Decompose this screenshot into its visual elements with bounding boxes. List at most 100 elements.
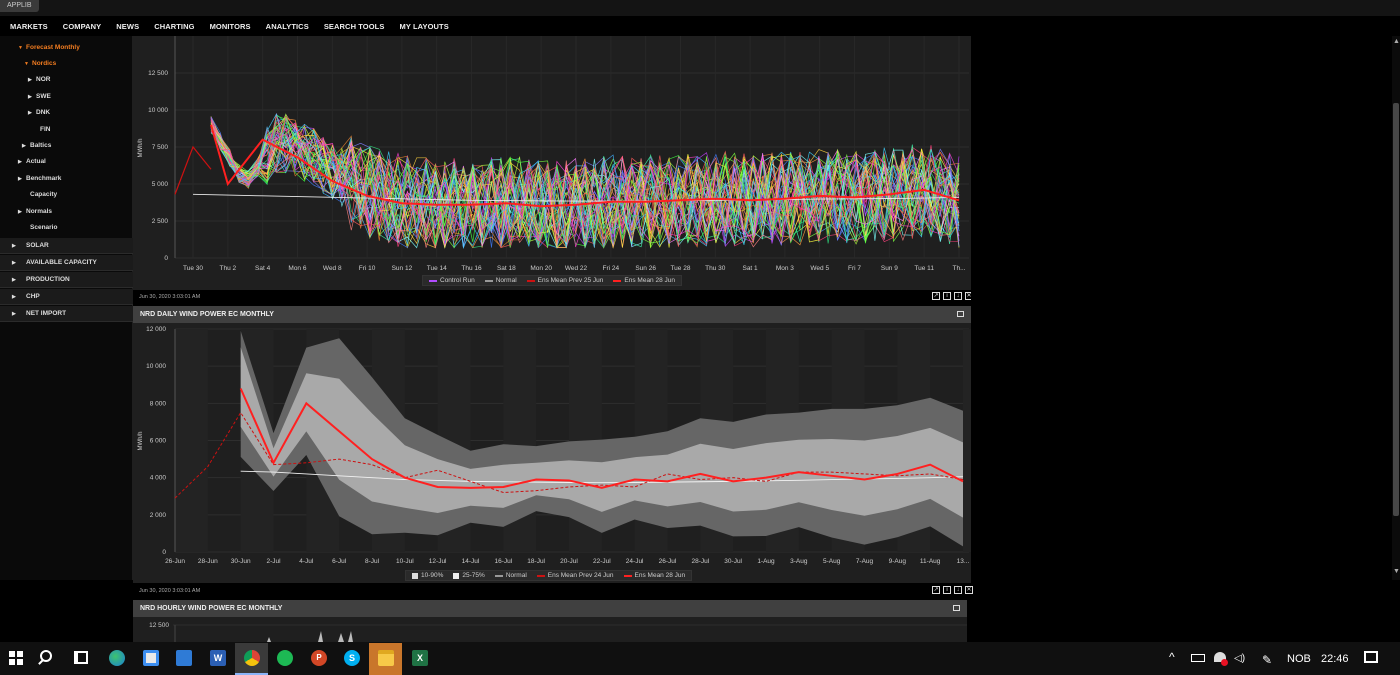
notifications-icon[interactable] <box>1364 651 1378 663</box>
legend-line-icon <box>429 279 437 282</box>
tree-item-baltics[interactable]: ▶ Baltics <box>22 142 51 149</box>
menu-charting[interactable]: CHARTING <box>154 21 195 31</box>
search-icon[interactable] <box>40 650 52 662</box>
chevron-right-icon: ▶ <box>12 243 16 249</box>
section-production[interactable]: ▶ PRODUCTION <box>0 272 133 288</box>
word-icon[interactable]: W <box>210 650 226 666</box>
section-available-capacity[interactable]: ▶ AVAILABLE CAPACITY <box>0 255 133 271</box>
ensemble-member-line <box>210 122 960 248</box>
section-net-import[interactable]: ▶ NET IMPORT <box>0 306 133 322</box>
tree-item-nor[interactable]: ▶ NOR <box>28 76 50 83</box>
section-solar[interactable]: ▶ SOLAR <box>0 238 133 254</box>
y-tick-label: 4 000 <box>150 475 167 482</box>
volume-icon[interactable]: ◁) <box>1234 653 1246 664</box>
tree-item-actual[interactable]: ▶ Actual <box>18 158 46 165</box>
menu-search-tools[interactable]: SEARCH TOOLS <box>323 21 385 31</box>
spotify-icon[interactable] <box>277 650 293 666</box>
scroll-down-icon[interactable]: ▼ <box>1393 568 1400 575</box>
pen-icon[interactable]: ✎ <box>1262 653 1273 667</box>
x-tick-label: Fri 24 <box>603 265 620 272</box>
taskbar <box>0 642 1400 675</box>
download-icon[interactable]: ↓ <box>954 292 962 300</box>
x-tick-label: Sun 9 <box>881 265 898 272</box>
legend-entry[interactable]: Ens Mean 28 Jun <box>613 277 675 284</box>
x-tick-label: 1-Aug <box>757 558 775 565</box>
download-icon[interactable]: ↓ <box>954 586 962 594</box>
tree-item-forecast-monthly[interactable]: ▼ Forecast Monthly <box>18 44 80 51</box>
x-tick-label: 20-Jul <box>560 558 578 565</box>
tree-item-swe[interactable]: ▶ SWE <box>28 93 51 100</box>
powerpoint-icon[interactable]: P <box>311 650 327 666</box>
tree-item-nordics[interactable]: ▼ Nordics <box>24 60 56 67</box>
info-icon[interactable]: i <box>943 586 951 594</box>
legend-line-icon <box>613 279 622 282</box>
section-chp[interactable]: ▶ CHP <box>0 289 133 305</box>
tree-item-label: Nordics <box>32 60 57 67</box>
legend-label: Normal <box>495 277 517 284</box>
clock[interactable]: 22:46 <box>1321 653 1349 665</box>
legend-entry[interactable]: 10-90% <box>412 572 443 579</box>
legend-entry[interactable]: Normal <box>484 277 517 284</box>
popout-icon[interactable]: ↗ <box>932 292 940 300</box>
tree-item-capacity[interactable]: Capacity <box>22 191 57 198</box>
menu-company[interactable]: COMPANY <box>62 21 102 31</box>
menu-analytics[interactable]: ANALYTICS <box>265 21 309 31</box>
legend-entry[interactable]: Ens Mean Prev 24 Jun <box>536 572 614 579</box>
ens-mean-prev-line <box>174 411 964 499</box>
restore-icon[interactable] <box>953 605 960 611</box>
chart-panel-1: 0 2 500 5 000 7 500 10 000 12 500 MWh/h Tue 30 T… <box>133 36 971 290</box>
legend-label: Ens Mean Prev 24 Jun <box>547 572 614 579</box>
chart-1-legend: Control Run Normal Ens Mean Prev 25 Jun Ens… <box>422 275 682 286</box>
store-icon[interactable] <box>143 650 159 666</box>
x-tick-label: 30-Jun <box>231 558 251 565</box>
skype-icon[interactable]: S <box>344 650 360 666</box>
excel-icon[interactable]: X <box>412 650 428 666</box>
restore-icon[interactable] <box>957 311 964 317</box>
legend-entry[interactable]: Ens Mean 28 Jun <box>623 572 685 579</box>
x-tick-label: Tue 11 <box>914 265 934 272</box>
x-tick-label: 7-Aug <box>856 558 874 565</box>
x-tick-label: 14-Jul <box>462 558 480 565</box>
app-tab[interactable]: APPLIB <box>0 0 39 12</box>
network-icon[interactable] <box>1214 652 1226 662</box>
menu-my-layouts[interactable]: MY LAYOUTS <box>399 21 449 31</box>
scroll-up-icon[interactable]: ▲ <box>1393 38 1400 45</box>
language-indicator[interactable]: NOB <box>1287 653 1311 665</box>
close-icon[interactable]: ✕ <box>965 586 973 594</box>
chevron-down-icon: ▼ <box>24 61 29 67</box>
chrome-icon[interactable] <box>244 650 260 666</box>
file-explorer-icon[interactable] <box>378 650 394 666</box>
sidebar: ▼ Forecast Monthly ▼ Nordics ▶ NOR ▶ SWE ▶ DNK FIN… <box>0 36 133 580</box>
legend-entry[interactable]: Ens Mean Prev 25 Jun <box>526 277 603 284</box>
legend-entry[interactable]: Control Run <box>429 277 475 284</box>
legend-label: Control Run <box>440 277 475 284</box>
menu-monitors[interactable]: MONITORS <box>209 21 251 31</box>
legend-marker-icon <box>623 574 632 577</box>
edge-icon[interactable] <box>109 650 125 666</box>
menu-news[interactable]: NEWS <box>116 21 140 31</box>
tree-item-normals[interactable]: ▶ Normals <box>18 208 52 215</box>
windows-start-icon[interactable] <box>9 651 23 665</box>
legend-entry[interactable]: 25-75% <box>453 572 485 579</box>
x-tick-label: Mon 6 <box>288 265 306 272</box>
tree-item-dnk[interactable]: ▶ DNK <box>28 109 50 116</box>
scrollbar-thumb[interactable] <box>1393 103 1399 516</box>
x-tick-label: Tue 14 <box>427 265 447 272</box>
popout-icon[interactable]: ↗ <box>932 586 940 594</box>
menu-markets[interactable]: MARKETS <box>10 21 48 31</box>
tree-item-scenario[interactable]: Scenario <box>22 224 57 231</box>
tree-item-benchmark[interactable]: ▶ Benchmark <box>18 175 61 182</box>
column-band <box>175 329 208 552</box>
legend-entry[interactable]: Normal <box>494 572 527 579</box>
y-tick-label: 2 500 <box>152 218 169 225</box>
tree-item-label: FIN <box>40 126 51 133</box>
empty-workspace <box>971 36 1400 580</box>
task-view-icon[interactable] <box>74 651 88 664</box>
info-icon[interactable]: i <box>943 292 951 300</box>
tree-item-fin[interactable]: FIN <box>32 126 50 133</box>
tree-item-label: Capacity <box>30 191 58 198</box>
legend-marker-icon <box>494 574 503 577</box>
chevron-up-icon[interactable]: ^ <box>1169 650 1175 664</box>
battery-icon[interactable] <box>1191 654 1205 662</box>
mail-icon[interactable] <box>176 650 192 666</box>
